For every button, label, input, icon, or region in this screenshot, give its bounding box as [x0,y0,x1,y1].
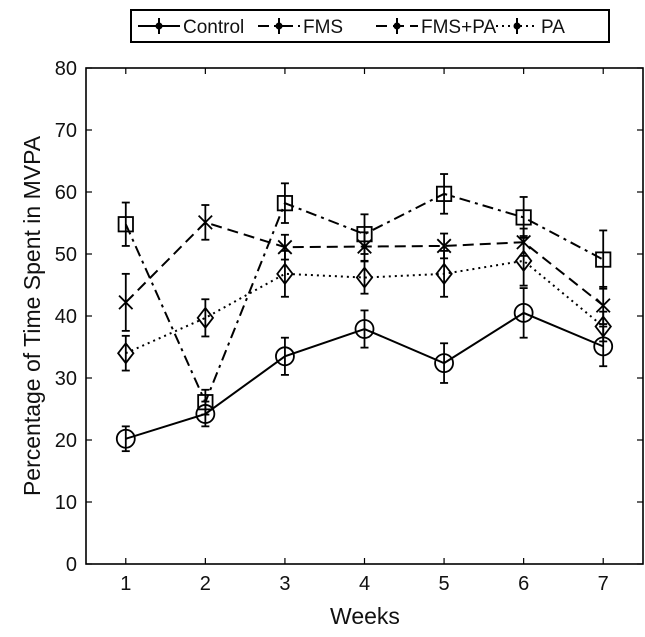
diamond-marker [196,306,215,330]
y-tick-label: 50 [55,244,77,266]
diamond-marker [276,262,294,286]
legend-marker [393,22,401,30]
x-tick-label: 6 [518,573,529,595]
x-marker [595,298,611,313]
legend-box [130,9,610,43]
x-marker [357,239,372,254]
x-marker [197,214,213,230]
y-tick-label: 70 [55,120,77,142]
legend-item: PA [496,17,565,38]
square-marker [117,216,134,233]
legend-label: FMS [303,17,343,38]
x-marker [118,294,134,310]
series-pa [116,235,613,372]
series-control [115,287,614,453]
square-marker [435,185,453,202]
y-tick-label: 20 [55,430,77,452]
diamond-marker [514,249,533,273]
x-marker [436,238,452,254]
legend: Control FMS FMS+PA PA [130,9,610,43]
square-marker [515,209,532,226]
legend-label: PA [541,17,565,38]
x-tick-label: 4 [359,573,370,595]
circle-marker [115,428,136,449]
legend-item: Control [138,17,244,38]
legend-marker [275,22,283,30]
circle-marker [513,302,534,323]
legend-item: FMS+PA [376,17,496,38]
x-tick-label: 3 [279,573,290,595]
y-tick-label: 30 [55,368,77,390]
y-tick-label: 60 [55,182,77,204]
y-tick-label: 0 [66,554,77,576]
x-tick-label: 1 [120,573,131,595]
x-tick-label: 5 [439,573,450,595]
square-marker [595,251,612,268]
x-tick-label: 2 [200,573,211,595]
diamond-marker [594,315,613,338]
y-tick-label: 40 [55,306,77,328]
circle-marker [275,346,295,367]
legend-label: FMS+PA [421,17,496,38]
circle-marker [434,353,454,374]
legend-item: FMS [258,17,343,38]
legend-marker [513,22,521,30]
y-axis-label: Percentage of Time Spent in MVPA [19,135,45,496]
x-tick-label: 7 [598,573,609,595]
y-tick-label: 80 [55,58,77,80]
series-layer [115,173,614,453]
legend-marker [155,22,163,30]
circle-marker [354,319,375,339]
diamond-marker [435,262,453,286]
x-axis-label: Weeks [330,603,400,629]
x-marker [277,239,293,255]
diamond-marker [116,341,135,365]
y-tick-label: 10 [55,492,77,514]
square-marker [276,195,294,212]
diamond-marker [355,266,374,289]
square-marker [197,394,214,411]
legend-label: Control [183,17,244,38]
